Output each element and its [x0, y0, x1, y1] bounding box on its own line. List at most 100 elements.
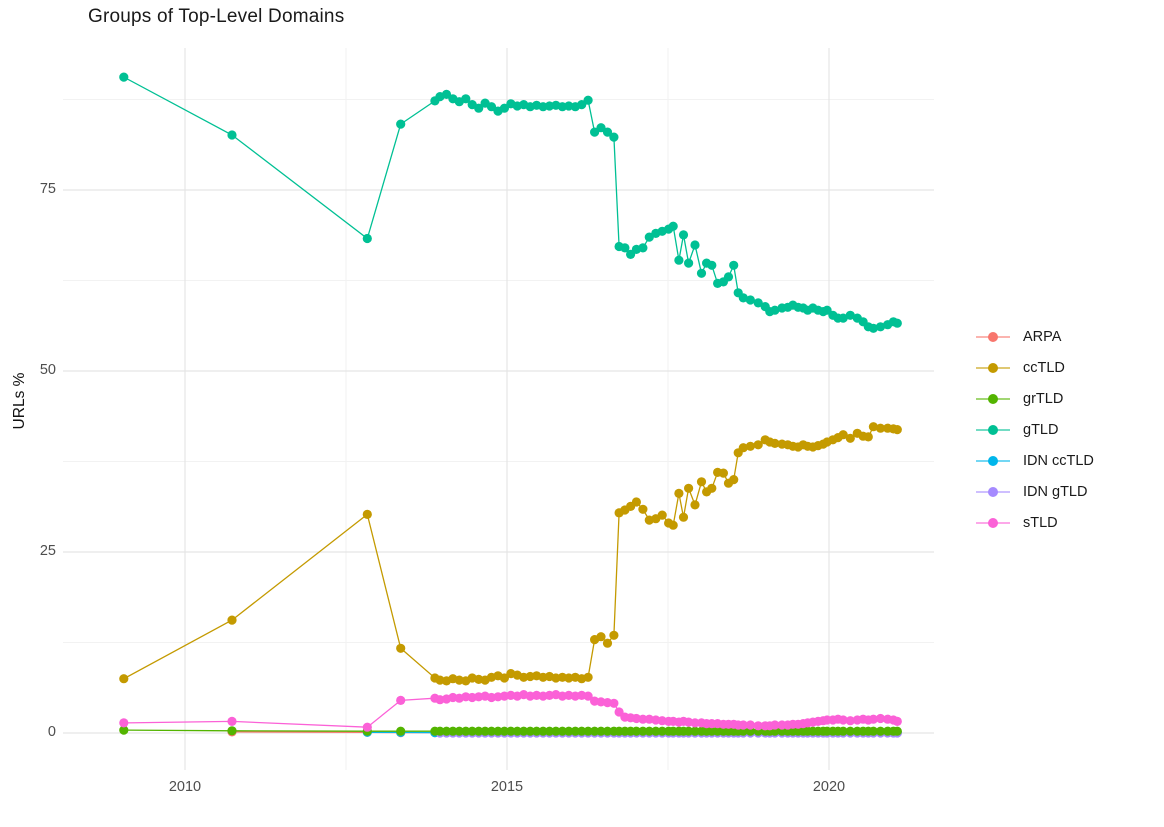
data-point — [602, 127, 613, 137]
data-point — [753, 298, 763, 308]
data-point — [474, 726, 484, 736]
data-point — [596, 123, 606, 133]
data-point — [678, 512, 689, 522]
data-point — [770, 305, 780, 315]
data-point — [396, 726, 406, 736]
data-point — [441, 726, 452, 736]
data-point — [512, 726, 522, 736]
legend-label: grTLD — [1023, 390, 1064, 407]
data-point — [227, 130, 237, 140]
legend-item-arpa: ARPA — [976, 321, 1094, 352]
data-point — [892, 425, 902, 435]
data-point — [838, 430, 848, 440]
data-point — [631, 726, 642, 736]
legend-item-stld: sTLD — [976, 507, 1094, 538]
stld-legend-key-icon — [976, 513, 1010, 533]
data-point — [557, 726, 568, 736]
data-point — [892, 318, 902, 328]
data-point — [729, 260, 739, 270]
arpa-legend-key-icon — [976, 327, 1010, 347]
data-point — [875, 322, 886, 332]
data-point — [690, 500, 700, 510]
data-point — [461, 726, 471, 736]
data-point — [696, 477, 707, 487]
data-point — [493, 726, 503, 736]
data-point — [596, 726, 606, 736]
data-point — [467, 726, 477, 736]
data-point — [696, 268, 707, 278]
data-point — [770, 720, 780, 730]
data-point — [396, 119, 406, 129]
data-point — [753, 440, 763, 450]
y-tick-label-75: 75 — [39, 181, 56, 197]
y-axis-title: URLs % — [11, 372, 28, 430]
data-point — [684, 483, 694, 493]
legend: ARPA ccTLD grTLD gTLD IDN ccTLD IDN gTLD… — [976, 321, 1094, 538]
data-point — [461, 94, 471, 104]
data-point — [838, 715, 848, 725]
data-point — [745, 295, 756, 305]
data-point — [845, 726, 855, 736]
data-point — [738, 720, 748, 730]
data-point — [838, 726, 848, 736]
data-point — [602, 726, 613, 736]
data-point — [544, 726, 555, 736]
data-point — [474, 103, 484, 113]
x-tick-label-2020: 2020 — [812, 779, 846, 795]
legend-item-gtld: gTLD — [976, 414, 1094, 445]
data-point — [486, 102, 497, 112]
legend-label: ccTLD — [1023, 359, 1065, 376]
data-point — [583, 726, 593, 736]
data-point — [868, 726, 879, 736]
data-point — [441, 89, 452, 99]
data-point — [684, 258, 694, 268]
series-line-gTLD — [123, 76, 898, 329]
x-tick-label-2010: 2010 — [168, 779, 202, 795]
data-point — [875, 726, 886, 736]
data-point — [499, 726, 509, 736]
legend-label: sTLD — [1023, 514, 1058, 531]
data-point — [863, 432, 873, 442]
data-point — [651, 726, 661, 736]
data-point — [718, 468, 729, 478]
data-point — [657, 510, 667, 520]
y-tick-label-50: 50 — [39, 362, 56, 378]
data-point — [590, 726, 600, 736]
data-point — [738, 443, 748, 453]
plot-title: Groups of Top-Level Domains — [88, 6, 345, 27]
data-point — [745, 720, 756, 730]
data-point — [583, 95, 593, 105]
data-point — [362, 509, 372, 519]
data-point — [435, 726, 445, 736]
data-point — [583, 691, 593, 701]
data-point — [396, 695, 406, 706]
data-point — [119, 674, 129, 684]
data-point — [532, 726, 542, 736]
data-point — [684, 726, 694, 736]
data-point — [362, 233, 372, 244]
legend-label: IDN gTLD — [1023, 483, 1088, 500]
idn-gtld-legend-key-icon — [976, 482, 1010, 502]
data-point — [609, 132, 619, 142]
data-point — [868, 422, 879, 432]
x-tick-label-2015: 2015 — [490, 779, 524, 795]
data-point — [753, 721, 763, 731]
data-point — [596, 632, 606, 642]
data-point — [570, 726, 580, 736]
data-point — [892, 716, 902, 727]
idn-cctld-legend-key-icon — [976, 451, 1010, 471]
data-point — [845, 310, 855, 320]
data-point — [499, 103, 509, 113]
legend-label: gTLD — [1023, 421, 1059, 438]
legend-label: IDN ccTLD — [1023, 452, 1094, 469]
data-point — [875, 423, 886, 433]
data-point — [838, 313, 848, 323]
cctld-legend-key-icon — [976, 358, 1010, 378]
data-point — [668, 221, 678, 231]
legend-label: ARPA — [1023, 328, 1062, 345]
data-point — [583, 672, 593, 682]
data-point — [590, 127, 600, 137]
data-point — [577, 100, 587, 110]
